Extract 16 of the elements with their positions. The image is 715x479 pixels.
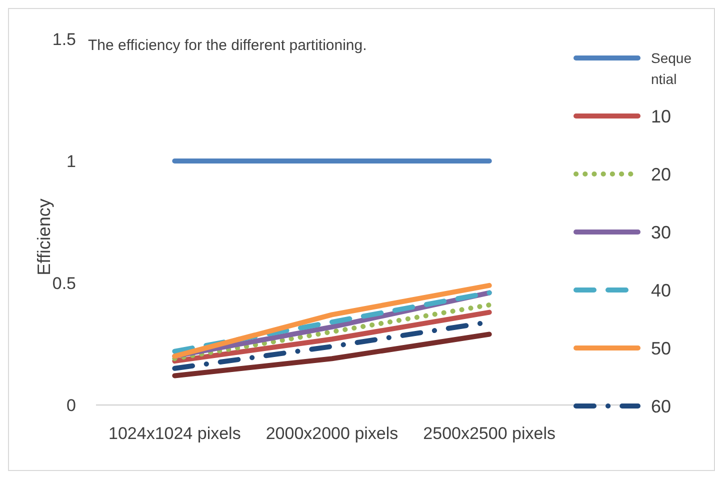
- chart-title: The efficiency for the different partitioning.: [88, 37, 367, 54]
- y-tick-label: 1: [66, 152, 76, 171]
- legend-label: 40: [651, 280, 672, 300]
- x-tick-label: 2000x2000 pixels: [266, 424, 398, 443]
- y-tick-label: 0: [66, 396, 76, 415]
- legend-label: 20: [651, 164, 672, 184]
- legend-label: 50: [651, 338, 672, 358]
- legend-label: Sequential: [651, 50, 692, 87]
- x-tick-label: 1024x1024 pixels: [108, 424, 241, 443]
- legend-label: 30: [651, 222, 672, 242]
- y-axis-title: Efficiency: [34, 198, 54, 276]
- legend-label: 60: [651, 396, 672, 416]
- legend-label: 10: [651, 106, 672, 126]
- x-tick-label: 2500x2500 pixels: [423, 424, 556, 443]
- y-tick-label: 0.5: [52, 274, 76, 293]
- y-tick-label: 1.5: [52, 30, 76, 49]
